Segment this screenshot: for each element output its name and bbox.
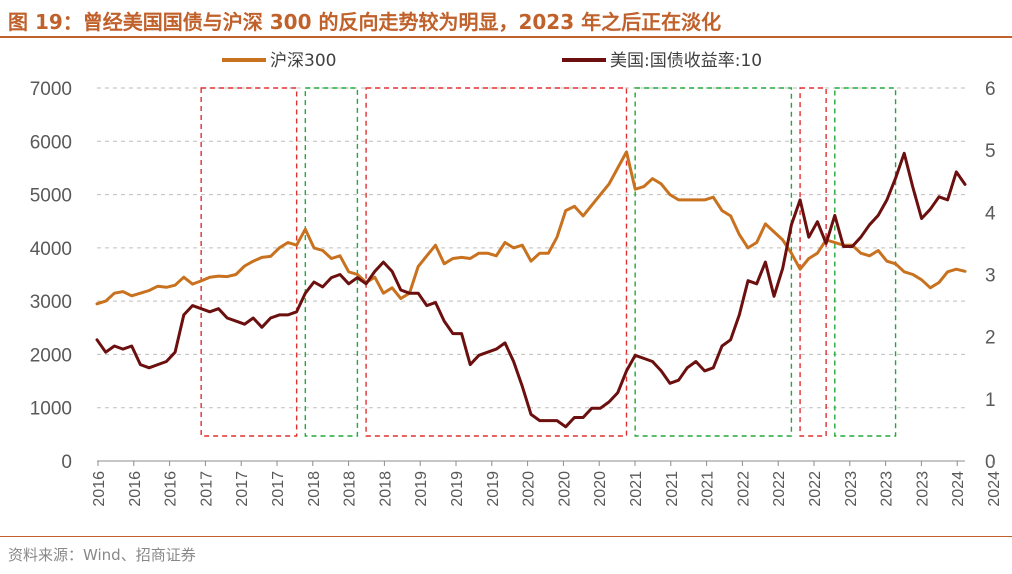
x-tick-label: 2016 bbox=[163, 471, 180, 507]
period-box bbox=[834, 87, 897, 437]
series-lines bbox=[95, 150, 967, 429]
x-tick-label: 2016 bbox=[91, 471, 108, 507]
x-tick-label: 2022 bbox=[735, 471, 752, 507]
y-left-tick-label: 1000 bbox=[30, 399, 72, 420]
footer-divider bbox=[0, 536, 1012, 537]
x-tick-label: 2017 bbox=[270, 471, 287, 507]
x-tick-label: 2021 bbox=[664, 471, 681, 507]
period-box bbox=[634, 87, 793, 437]
x-tick-label: 2021 bbox=[628, 471, 645, 507]
x-tick-label: 2018 bbox=[306, 471, 323, 507]
x-tick-label: 2020 bbox=[521, 471, 538, 507]
period-box bbox=[365, 87, 628, 437]
x-tick-label: 2017 bbox=[234, 471, 251, 507]
x-tick-label: 2018 bbox=[342, 471, 359, 507]
x-tick-label: 2023 bbox=[843, 471, 860, 507]
x-tick-label: 2019 bbox=[413, 471, 430, 507]
series-line-csi300 bbox=[95, 150, 967, 306]
legend: 沪深300 美国:国债收益率:10 bbox=[222, 51, 762, 71]
y-left-tick-label: 6000 bbox=[30, 132, 72, 153]
y-left-tick-label: 2000 bbox=[30, 345, 72, 366]
y-right-tick-label: 6 bbox=[985, 79, 996, 100]
y-right-tick-label: 4 bbox=[985, 203, 996, 224]
y-right-tick-label: 5 bbox=[985, 141, 996, 162]
x-tick-label: 2021 bbox=[700, 471, 717, 507]
x-tick-label: 2016 bbox=[127, 471, 144, 507]
legend-label: 沪深300 bbox=[270, 51, 336, 71]
y-left-tick-label: 5000 bbox=[30, 186, 72, 207]
y-right-tick-label: 2 bbox=[985, 328, 996, 349]
x-tick-label: 2019 bbox=[485, 471, 502, 507]
y-left-tick-label: 3000 bbox=[30, 292, 72, 313]
title-divider bbox=[0, 36, 1012, 38]
x-tick-label: 2018 bbox=[377, 471, 394, 507]
y-right-tick-label: 3 bbox=[985, 266, 996, 287]
figure-title: 图 19：曾经美国国债与沪深 300 的反向走势较为明显，2023 年之后正在淡… bbox=[8, 10, 722, 34]
period-box bbox=[799, 87, 827, 437]
x-tick-label: 2022 bbox=[771, 471, 788, 507]
x-tick-label: 2022 bbox=[807, 471, 824, 507]
x-tick-label: 2024 bbox=[986, 471, 1003, 507]
period-box bbox=[304, 87, 359, 437]
x-tick-label: 2017 bbox=[198, 471, 215, 507]
y-left-tick-label: 0 bbox=[61, 452, 72, 473]
period-box bbox=[200, 87, 298, 437]
y-right-tick-label: 1 bbox=[985, 390, 996, 411]
x-tick-label: 2023 bbox=[879, 471, 896, 507]
series-line-us10y bbox=[95, 151, 967, 429]
x-tick-label: 2020 bbox=[592, 471, 609, 507]
source-note: 资料来源：Wind、招商证券 bbox=[8, 546, 196, 564]
line-chart: 0 1000 2000 3000 4000 5000 6000 7000 0 1 2 3 4 5 6 2016… bbox=[30, 51, 1003, 507]
x-tick-label: 2019 bbox=[449, 471, 466, 507]
period-boxes bbox=[200, 87, 897, 437]
legend-label: 美国:国债收益率:10 bbox=[610, 51, 762, 71]
axes: 0 1000 2000 3000 4000 5000 6000 7000 0 1 2 3 4 5 6 2016… bbox=[30, 79, 1003, 507]
y-left-tick-label: 7000 bbox=[30, 79, 72, 100]
x-tick-label: 2023 bbox=[914, 471, 931, 507]
x-tick-label: 2024 bbox=[950, 471, 967, 507]
y-right-tick-label: 0 bbox=[985, 452, 996, 473]
y-left-tick-label: 4000 bbox=[30, 239, 72, 260]
x-tick-label: 2020 bbox=[556, 471, 573, 507]
